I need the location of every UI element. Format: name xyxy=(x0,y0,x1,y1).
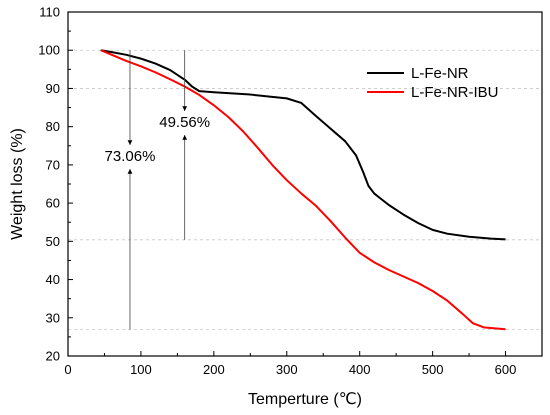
series-line-l-fe-nr xyxy=(100,49,506,241)
x-tick-label: 600 xyxy=(495,362,517,377)
y-tick-label: 80 xyxy=(46,119,60,134)
y-tick-label: 100 xyxy=(38,43,60,58)
y-tick-label: 50 xyxy=(46,234,60,249)
y-tick-label: 20 xyxy=(46,349,60,364)
x-axis-title: Temperture (℃) xyxy=(248,391,362,408)
legend: L-Fe-NR L-Fe-NR-IBU xyxy=(367,65,499,101)
y-tick-label: 110 xyxy=(39,5,60,20)
y-tick-label: 90 xyxy=(46,81,60,96)
plot-frame xyxy=(67,11,543,357)
x-tick-label: 500 xyxy=(422,362,444,377)
x-tick-label: 0 xyxy=(64,362,71,377)
y-axis-ticks: 20 30 40 50 60 70 80 90 100 110 xyxy=(38,5,73,364)
annotation-layer: 73.06%49.56% xyxy=(105,50,210,330)
legend-label-l-fe-nr: L-Fe-NR xyxy=(411,65,469,82)
reference-lines xyxy=(68,49,542,331)
x-tick-label: 400 xyxy=(349,362,371,377)
x-tick-label: 100 xyxy=(130,362,152,377)
legend-label-l-fe-nr-ibu: L-Fe-NR-IBU xyxy=(411,84,499,101)
annotation-label: 73.06% xyxy=(105,148,156,165)
y-tick-label: 40 xyxy=(46,272,60,287)
x-tick-label: 200 xyxy=(203,362,225,377)
y-axis-title: Weight loss (%) xyxy=(9,128,26,240)
series-layer xyxy=(100,49,506,331)
annotation-label: 49.56% xyxy=(159,114,210,131)
y-tick-label: 60 xyxy=(46,196,60,211)
x-axis-ticks: 0 100 200 300 400 500 600 xyxy=(64,351,516,377)
y-tick-label: 30 xyxy=(46,310,60,325)
x-tick-label: 300 xyxy=(276,362,298,377)
y-tick-label: 70 xyxy=(46,157,60,172)
series-line-l-fe-nr-ibu xyxy=(100,49,506,331)
